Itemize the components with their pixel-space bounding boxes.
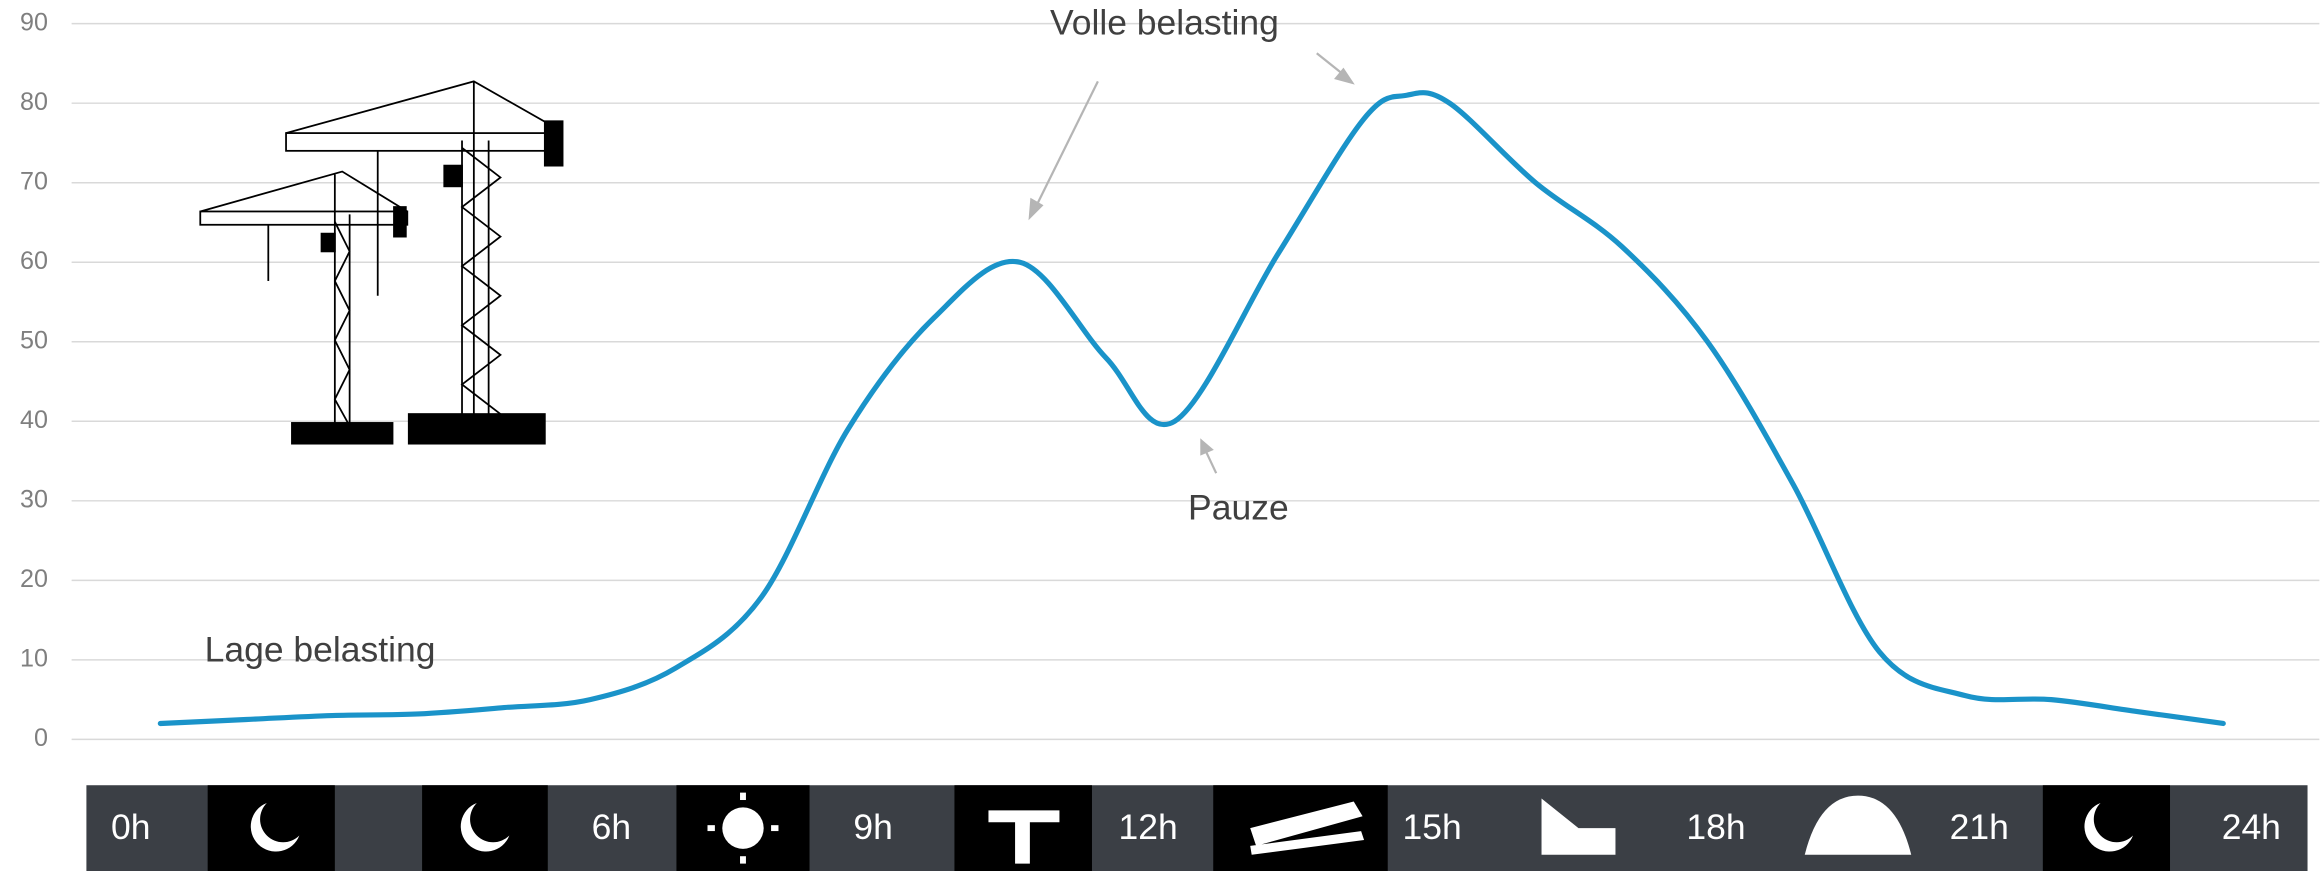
y-tick-label: 0 — [34, 724, 48, 752]
crane-illustration — [199, 80, 564, 445]
y-tick-label: 50 — [20, 326, 48, 354]
y-tick-label: 40 — [20, 406, 48, 434]
time-label: 12h — [1119, 807, 1178, 847]
y-tick-label: 80 — [20, 88, 48, 116]
time-label: 24h — [2222, 807, 2281, 847]
annotation: Pauze — [1188, 488, 1289, 528]
line-series — [157, 90, 2226, 727]
y-tick-label: 70 — [20, 167, 48, 195]
time-label: 9h — [853, 807, 892, 847]
annotation: Volle belasting — [1050, 3, 1279, 43]
y-tick-label: 20 — [20, 565, 48, 593]
annotation: Lage belasting — [205, 630, 436, 670]
time-label: 15h — [1402, 807, 1461, 847]
time-label: 21h — [1950, 807, 2009, 847]
y-tick-label: 60 — [20, 247, 48, 275]
y-tick-label: 90 — [20, 8, 48, 36]
time-icons — [207, 785, 2171, 871]
y-tick-label: 30 — [20, 485, 48, 513]
annotation-arrows — [1028, 52, 1355, 474]
time-label: 0h — [111, 807, 150, 847]
time-label: 6h — [592, 807, 631, 847]
time-label: 18h — [1686, 807, 1745, 847]
y-tick-label: 10 — [20, 645, 48, 673]
